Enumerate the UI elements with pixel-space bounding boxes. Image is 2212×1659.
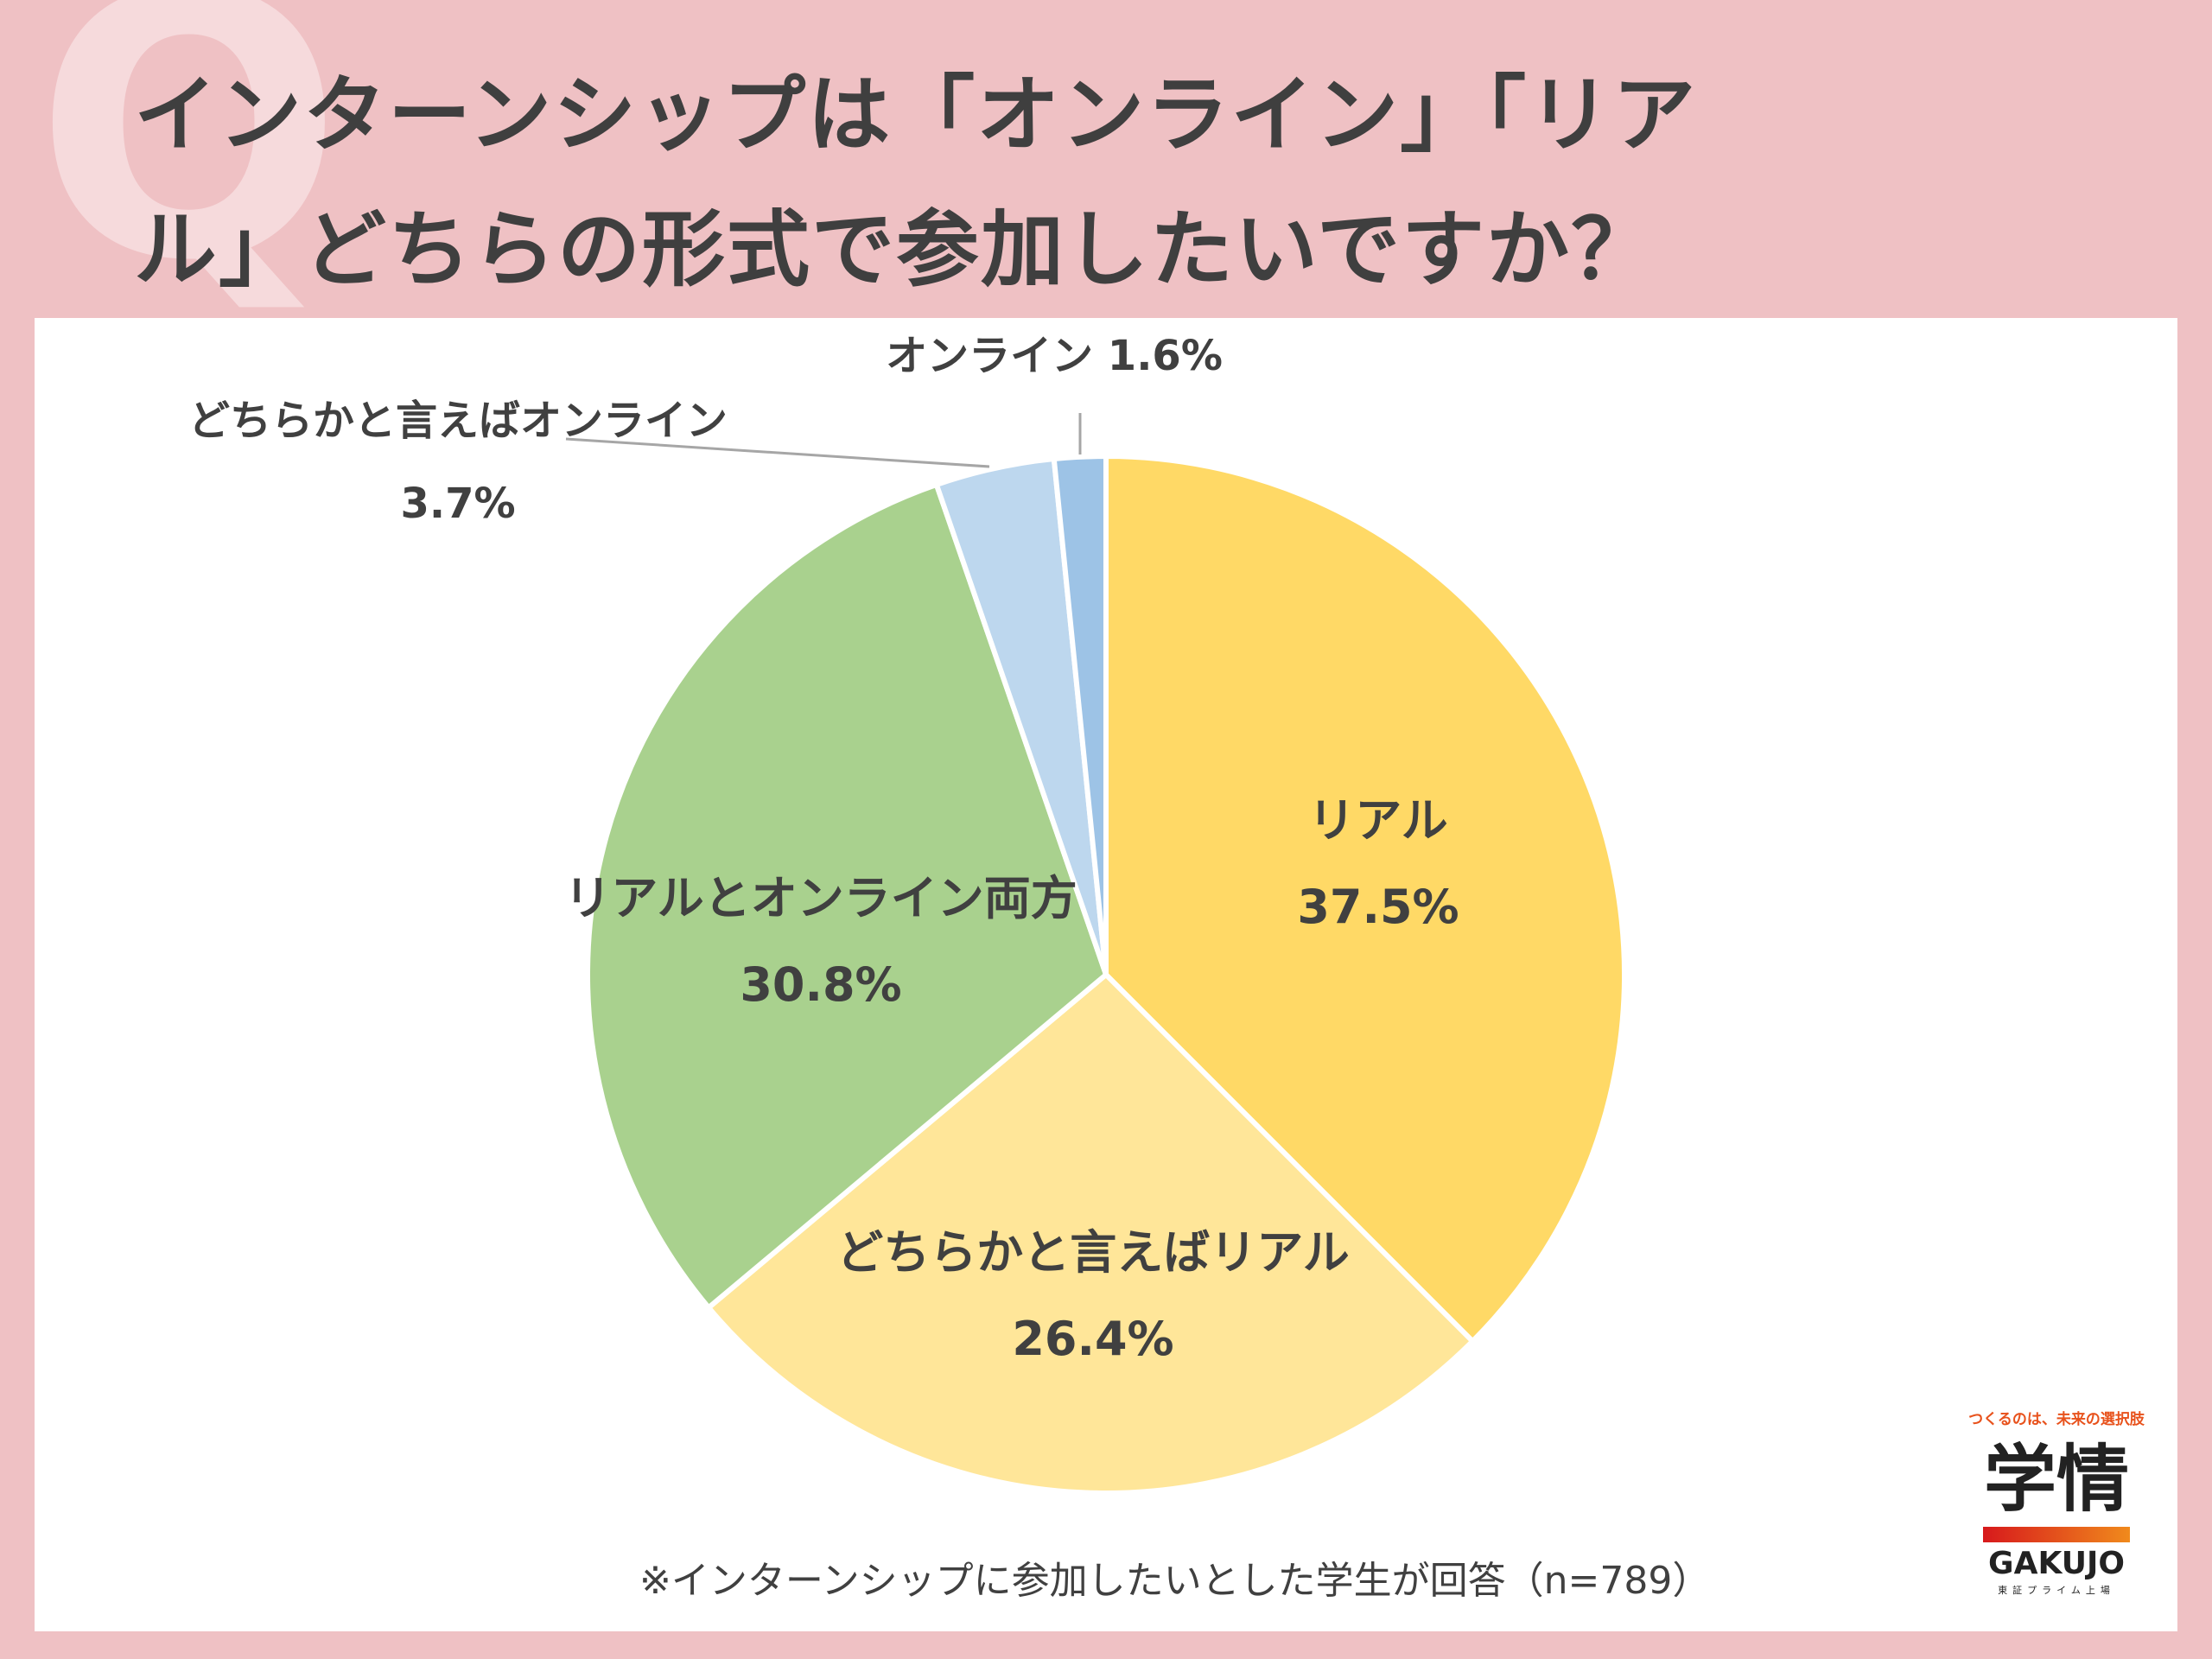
q-mark-decoration: Q [35,0,344,340]
title-line-2: ル」どちらの形式で参加したいですか？ [134,201,1656,298]
logo-bar [1983,1527,2130,1542]
logo-brand: GAKUJO [1988,1546,2125,1581]
slice-label-1: リアル [1308,793,1447,848]
slice-label-4: どちらかと言えばオンライン [188,397,728,445]
pie-slice-2 [704,970,1477,1496]
logo-tagline: つくるのは、未来の選択肢 [1968,1411,2145,1428]
gakujo-logo: つくるのは、未来の選択肢 学情 GAKUJO 東証プライム上場 [1953,1407,2160,1597]
title-line-1: インターンシップは「オンライン」「リア [134,67,1698,163]
pie-slice-1 [1103,453,1627,1345]
slice-label-5: オンライン 1.6% [886,332,1223,380]
slice-value-3: 30.8% [740,957,901,1012]
slice-value-2: 26.4% [1012,1312,1173,1366]
pie-slice-5 [1051,453,1109,976]
chart-panel: リアル 37.5% どちらかと言えばリアル 26.4% リアルとオンライン両方 30.8%… [35,318,2177,1631]
pie-chart: リアル 37.5% どちらかと言えばリアル 26.4% リアルとオンライン両方 30.8%… [188,332,1627,1496]
footnote: ※インターンシップに参加したいとした学生が回答（n=789） [639,1559,1711,1603]
slice-value-1: 37.5% [1297,880,1459,934]
page-title: インターンシップは「オンライン」「リア ル」どちらの形式で参加したいですか？ [134,48,2121,317]
slice-label-2: どちらかと言えばリアル [836,1225,1349,1280]
slice-label-3: リアルとオンライン両方 [564,871,1077,925]
logo-sub: 東証プライム上場 [1998,1585,2115,1596]
leader-line-4 [565,437,990,468]
slice-value-4: 3.7% [400,480,515,528]
logo-kanji: 学情 [1983,1437,2129,1522]
pie-slice-3 [585,481,1109,1312]
